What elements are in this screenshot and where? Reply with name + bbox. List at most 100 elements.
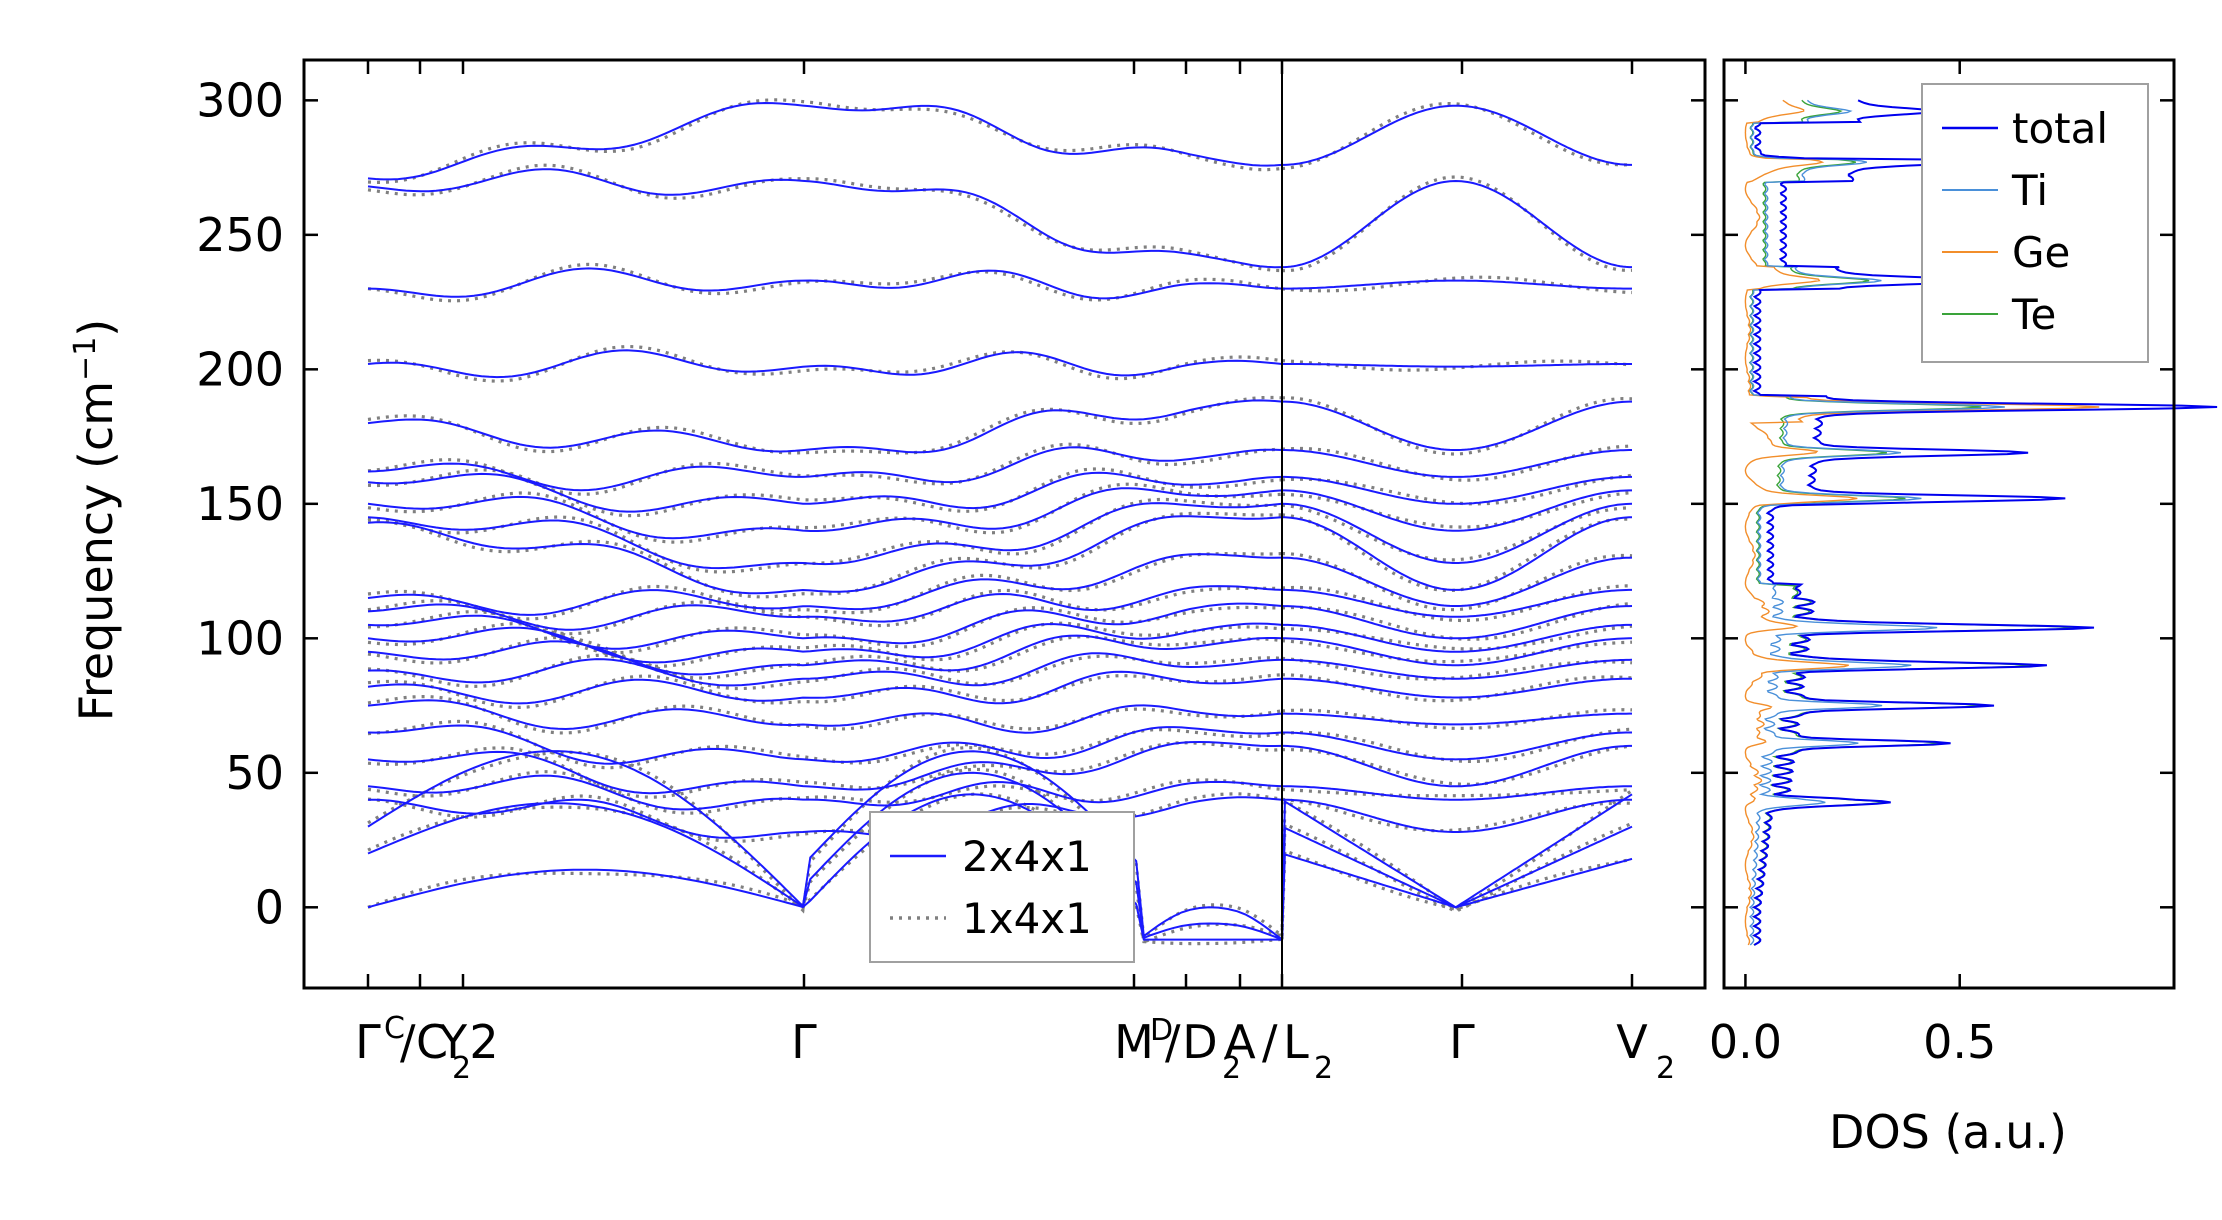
path-label-gamma-second: Γ <box>1449 1015 1475 1069</box>
band-2x4x1-4-seg0 <box>367 774 1283 811</box>
band-2x4x1-22-seg1 <box>1282 279 1632 290</box>
dos-ti-line <box>1748 99 2005 946</box>
band-1x4x1-2-seg0 <box>367 745 1284 942</box>
dos-legend-ti: Ti <box>2011 166 2048 215</box>
dispersion-bands <box>367 98 1633 946</box>
dispersion-ticks: 0 50 100 150 200 250 300 <box>196 60 1705 988</box>
band-2x4x1-5-seg0 <box>367 740 1283 795</box>
path-label-l2: L <box>1283 1015 1309 1069</box>
y-tick-label-200: 200 <box>196 342 284 396</box>
band-2x4x1-10-seg0 <box>367 634 1283 676</box>
band-1x4x1-15-seg0 <box>367 511 1283 599</box>
band-2x4x1-18-seg1 <box>1282 475 1632 505</box>
y-tick-label-50: 50 <box>225 746 284 800</box>
band-2x4x1-23-seg1 <box>1282 179 1632 269</box>
band-2x4x1-13-seg0 <box>367 585 1283 631</box>
path-label-l2-sub: 2 <box>1314 1051 1333 1086</box>
band-1x4x1-8-seg0 <box>367 673 1283 710</box>
band-2x4x1-8-seg0 <box>367 670 1283 705</box>
band-2x4x1-17-seg0 <box>367 487 1283 540</box>
band-2x4x1-16-seg0 <box>367 502 1283 570</box>
band-1x4x1-23-seg1 <box>1281 175 1633 273</box>
band-2x4x1-21-seg1 <box>1282 363 1632 368</box>
dos-ticks: 0.0 0.5 <box>1709 60 2174 1069</box>
band-1x4x1-4-seg0 <box>367 770 1283 815</box>
band-1x4x1-21-seg0 <box>367 344 1283 383</box>
band-2x4x1-5-seg1 <box>1282 744 1632 788</box>
band-2x4x1-20-seg1 <box>1282 400 1632 451</box>
path-labels: Γ C / C 2 Y 2 Γ M D / D 2 A / L 2 Γ V 2 <box>355 1011 1675 1086</box>
band-2x4x1-18-seg0 <box>367 471 1283 513</box>
band-1x4x1-10-seg0 <box>367 634 1283 680</box>
band-2x4x1-24-seg0 <box>367 101 1283 181</box>
dos-ge-line <box>1744 99 2100 946</box>
band-1x4x1-13-seg1 <box>1281 584 1632 623</box>
dos-total-line <box>1751 99 2218 946</box>
band-2x4x1-13-seg1 <box>1282 588 1632 618</box>
dos-panel: 0.0 0.5 <box>1709 58 2218 1069</box>
dos-x-tick-label-0: 0.0 <box>1709 1015 1782 1069</box>
path-label-a: A <box>1224 1015 1256 1069</box>
dos-x-tick-label-1: 0.5 <box>1923 1015 1996 1069</box>
band-2x4x1-16-seg1 <box>1281 502 1633 564</box>
band-2x4x1-7-seg1 <box>1282 712 1632 726</box>
band-2x4x1-22-seg0 <box>367 267 1283 300</box>
band-1x4x1-14-seg0 <box>367 551 1283 621</box>
band-2x4x1-19-seg1 <box>1282 449 1632 478</box>
band-2x4x1-9-seg1 <box>1281 658 1633 680</box>
band-2x4x1-11-seg0 <box>367 622 1283 664</box>
band-2x4x1-12-seg1 <box>1281 605 1633 640</box>
dos-legend-total: total <box>2012 104 2108 153</box>
path-label-v2-sub: 2 <box>1656 1051 1675 1086</box>
path-label-gamma-start: Γ <box>355 1015 381 1069</box>
dispersion-legend: 2x4x1 1x4x1 <box>869 811 1135 963</box>
band-2x4x1-23-seg0 <box>367 168 1283 269</box>
legend-label-2x4x1: 2x4x1 <box>962 832 1092 881</box>
path-label-d2: D <box>1182 1015 1217 1069</box>
band-2x4x1-7-seg0 <box>367 699 1283 734</box>
y-tick-label-0: 0 <box>255 880 284 934</box>
band-1x4x1-15-seg1 <box>1281 513 1633 593</box>
path-label-slash-2: / <box>1165 1015 1181 1069</box>
path-label-m2: M <box>1114 1015 1154 1069</box>
band-2x4x1-19-seg0 <box>367 446 1283 492</box>
path-label-v2: V <box>1616 1015 1648 1069</box>
dos-legend-ge: Ge <box>2012 228 2070 277</box>
dos-legend-te: Te <box>2011 290 2056 339</box>
path-label-c: C <box>384 1011 405 1046</box>
band-1x4x1-24-seg1 <box>1281 102 1633 171</box>
dos-legend-frame <box>1921 83 2149 363</box>
band-2x4x1-14-seg1 <box>1281 556 1633 607</box>
path-label-y2: Y <box>438 1015 468 1069</box>
y-tick-label-250: 250 <box>196 208 284 262</box>
path-label-c2-sub: 2 <box>452 1051 471 1086</box>
band-2x4x1-6-seg0 <box>367 724 1283 765</box>
dispersion-frame <box>302 58 1707 990</box>
band-2x4x1-6-seg1 <box>1282 731 1632 761</box>
y-tick-label-100: 100 <box>196 611 284 665</box>
band-2x4x1-8-seg1 <box>1282 677 1632 699</box>
band-1x4x1-16-seg1 <box>1281 503 1632 562</box>
path-label-c2: C <box>416 1015 448 1069</box>
band-2x4x1-15-seg0 <box>367 515 1283 595</box>
band-1x4x1-17-seg1 <box>1281 491 1633 529</box>
band-1x4x1-7-seg0 <box>367 695 1283 735</box>
band-2x4x1-17-seg1 <box>1282 489 1632 532</box>
path-label-y2-sub: 2 <box>469 1015 498 1069</box>
band-2x4x1-12-seg0 <box>367 602 1283 650</box>
y-axis-title: Frequency (cm−1) <box>68 319 124 722</box>
dos-x-axis-title: DOS (a.u.) <box>1829 1105 2067 1159</box>
band-2x4x1-2-seg1 <box>1281 853 1633 940</box>
dos-frame <box>1722 58 2176 990</box>
band-2x4x1-11-seg1 <box>1282 623 1632 653</box>
path-label-gamma-mid: Γ <box>791 1015 817 1069</box>
band-1x4x1-4-seg1 <box>1281 787 1633 798</box>
path-label-slash-1: / <box>400 1015 416 1069</box>
band-1x4x1-20-seg0 <box>367 395 1283 455</box>
band-1x4x1-5-seg1 <box>1282 744 1633 786</box>
path-label-d: D <box>1150 1013 1173 1048</box>
band-2x4x1-14-seg0 <box>367 553 1283 616</box>
band-2x4x1-20-seg0 <box>367 399 1283 454</box>
band-2x4x1-21-seg0 <box>367 349 1283 379</box>
